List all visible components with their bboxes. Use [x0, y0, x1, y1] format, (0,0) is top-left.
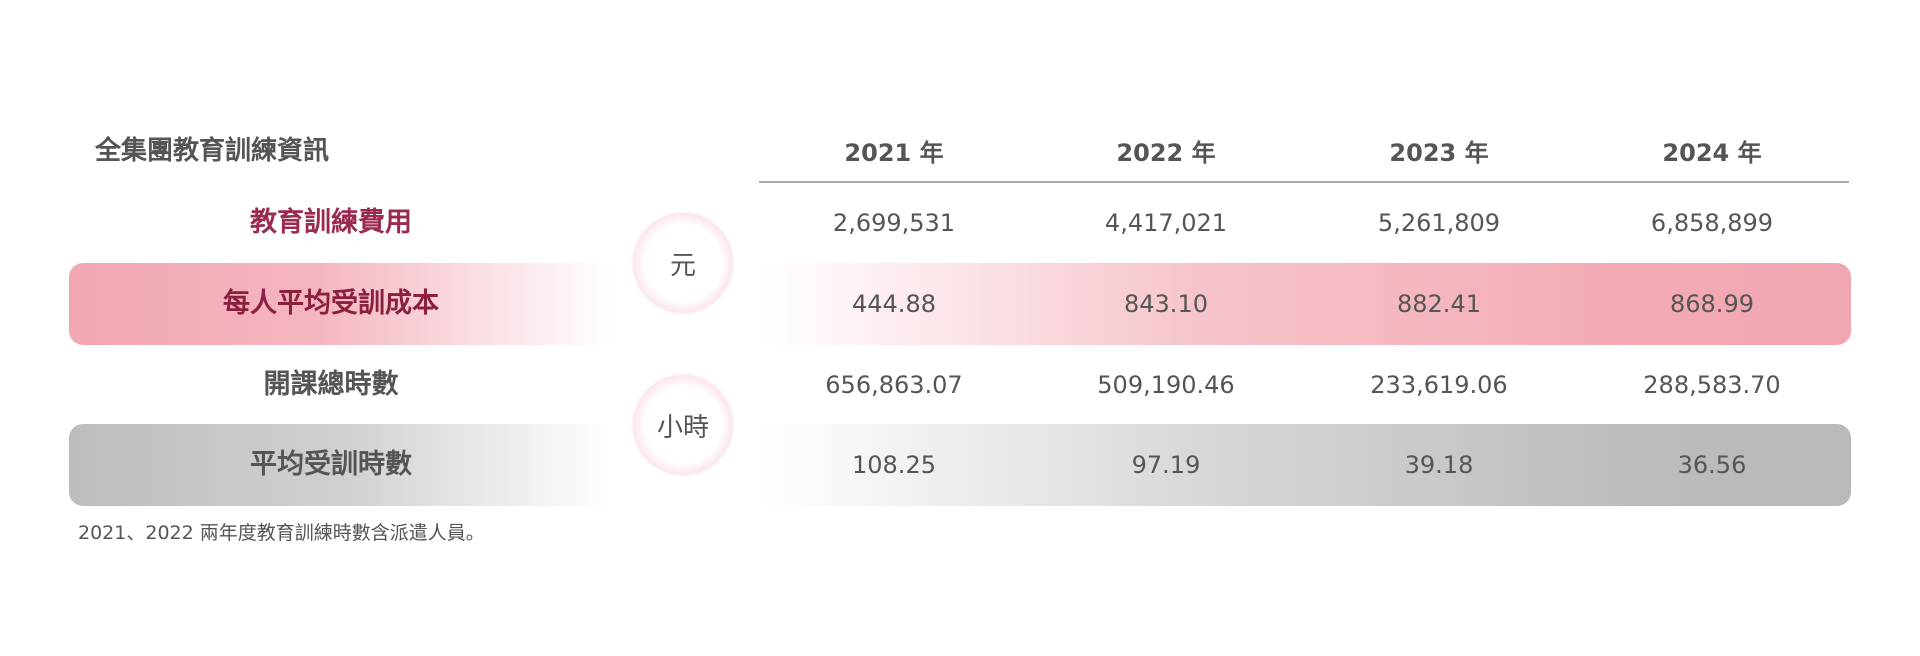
- row-label: 開課總時數: [263, 369, 399, 400]
- cell-value: 882.41: [1397, 290, 1481, 318]
- table-title: 全集團教育訓練資訊: [95, 136, 330, 166]
- cell-value: 444.88: [852, 290, 936, 318]
- column-header: 2024 年: [1662, 139, 1762, 167]
- column-header: 2022 年: [1116, 139, 1216, 167]
- header-rule: [759, 181, 1849, 183]
- cell-value: 36.56: [1677, 451, 1747, 479]
- cell-value: 2,699,531: [832, 209, 956, 237]
- highlight-band: [69, 263, 612, 345]
- cell-value: 843.10: [1124, 290, 1208, 318]
- cell-value: 233,619.06: [1370, 371, 1508, 399]
- unit-badge: 小時: [634, 376, 732, 474]
- cell-value: 656,863.07: [825, 371, 963, 399]
- cell-value: 288,583.70: [1643, 371, 1781, 399]
- highlight-band: [759, 424, 1851, 506]
- cell-value: 4,417,021: [1104, 209, 1228, 237]
- row-label: 教育訓練費用: [250, 207, 412, 238]
- unit-badge: 元: [634, 214, 732, 312]
- cell-value: 39.18: [1404, 451, 1474, 479]
- cell-value: 5,261,809: [1377, 209, 1501, 237]
- column-header: 2023 年: [1389, 139, 1489, 167]
- highlight-band: [759, 263, 1851, 345]
- column-header: 2021 年: [844, 139, 944, 167]
- cell-value: 509,190.46: [1097, 371, 1235, 399]
- cell-value: 108.25: [852, 451, 936, 479]
- cell-value: 868.99: [1670, 290, 1754, 318]
- highlight-band: [69, 424, 612, 506]
- cell-value: 6,858,899: [1650, 209, 1774, 237]
- cell-value: 97.19: [1131, 451, 1201, 479]
- row-label: 每人平均受訓成本: [223, 288, 439, 319]
- row-label: 平均受訓時數: [250, 449, 412, 480]
- footnote: 2021、2022 兩年度教育訓練時數含派遣人員。: [78, 522, 485, 544]
